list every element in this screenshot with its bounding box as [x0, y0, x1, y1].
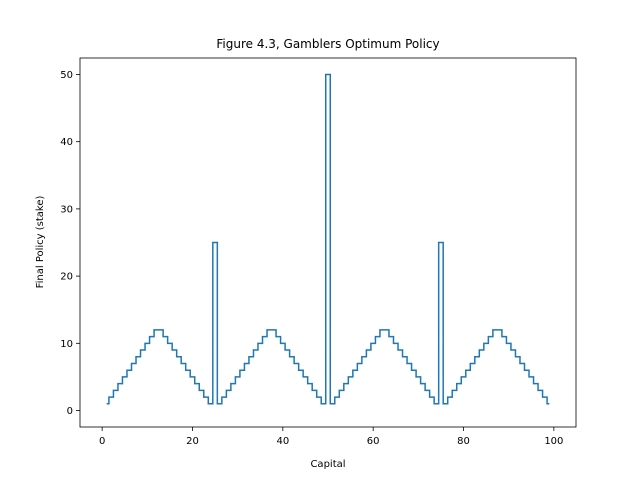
x-tick-label: 60 [367, 436, 380, 447]
x-tick-label: 20 [186, 436, 199, 447]
y-tick-label: 40 [60, 137, 73, 148]
y-axis-ticks: 0 10 20 30 40 50 [60, 70, 80, 417]
x-tick-label: 100 [544, 436, 563, 447]
y-tick-label: 20 [60, 272, 73, 283]
y-axis-label: Final Policy (stake) [35, 195, 46, 288]
x-tick-label: 40 [276, 436, 289, 447]
x-tick-label: 80 [457, 436, 470, 447]
y-tick-label: 30 [60, 204, 73, 215]
policy-series-line [106, 73, 550, 405]
y-tick-label: 10 [60, 339, 73, 350]
chart-title: Figure 4.3, Gamblers Optimum Policy [216, 37, 439, 51]
x-tick-label: 0 [99, 436, 105, 447]
plot-area [79, 57, 577, 428]
y-tick-label: 0 [67, 406, 73, 417]
x-axis-label: Capital [310, 459, 345, 470]
y-tick-label: 50 [60, 70, 73, 81]
x-axis-ticks: 0 20 40 60 80 100 [99, 427, 563, 447]
axes-frame [79, 57, 577, 428]
